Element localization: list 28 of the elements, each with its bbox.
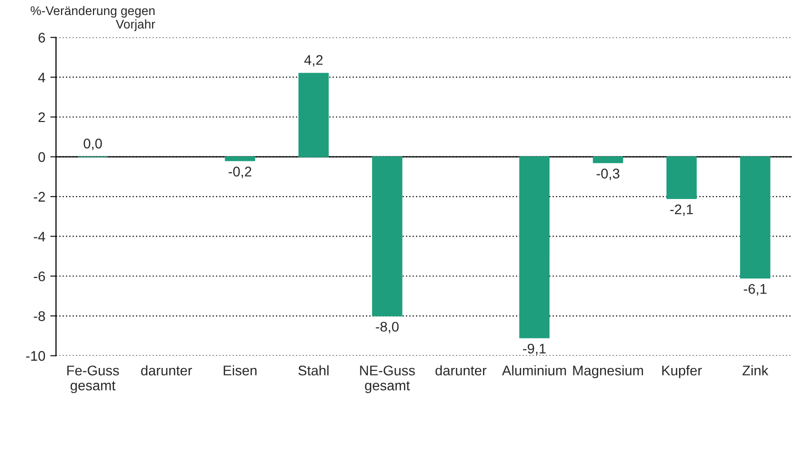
x-tick-label: darunter [141, 365, 192, 376]
x-tick-label: Magnesium [573, 365, 643, 378]
data-label: -0,2 [228, 166, 252, 178]
y-tick-label: 4 [38, 72, 46, 82]
data-label: 0,0 [84, 138, 102, 150]
data-label: -2,1 [670, 204, 693, 216]
data-label: -0,3 [596, 168, 620, 180]
y-tick-label: -2 [34, 192, 45, 202]
x-tick-label: Fe-Guss gesamt [67, 366, 119, 394]
y-axis-title: %-Veränderung gegen Vorjahr [30, 6, 156, 32]
x-tick-label: Eisen [224, 365, 256, 376]
data-label: -6,1 [744, 284, 766, 296]
y-tick-label: -8 [34, 311, 45, 322]
data-label: 4,2 [304, 55, 323, 67]
y-tick-label: -10 [26, 351, 46, 361]
y-tick-label: -4 [34, 232, 46, 242]
x-tick-label: Aluminium [502, 365, 566, 376]
x-tick-label: Zink [742, 365, 768, 376]
x-tick-label: Kupfer [662, 365, 702, 378]
y-tick-label: -6 [34, 271, 45, 282]
y-tick-label: 6 [38, 32, 45, 43]
y-tick-label: 2 [38, 112, 45, 122]
data-label: -8,0 [376, 322, 399, 334]
data-label: -9,1 [523, 344, 546, 356]
x-tick-label: Stahl [298, 365, 328, 376]
y-tick-label: 0 [38, 152, 46, 162]
x-tick-label: NE-Guss gesamt [360, 366, 415, 394]
x-tick-label: darunter [436, 365, 486, 376]
